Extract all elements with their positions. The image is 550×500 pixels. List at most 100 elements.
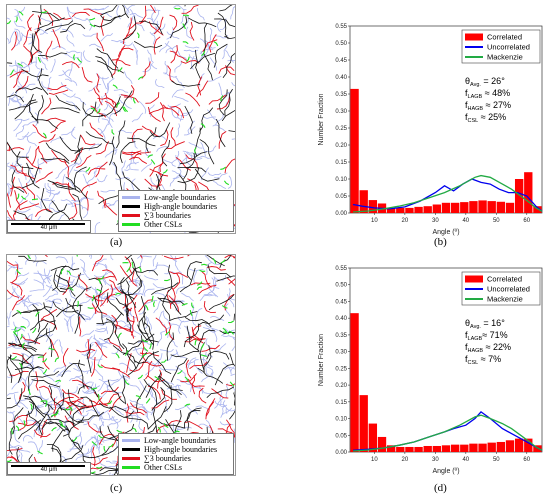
low-angle-boundary-mark [152,135,167,140]
low-angle-boundary-mark [7,325,10,328]
low-angle-boundary-mark [111,39,126,44]
other-csl-boundary-mark [220,166,227,170]
other-csl-boundary-mark [194,147,197,154]
low-angle-boundary-mark [7,410,15,414]
low-angle-boundary-mark [68,61,75,77]
low-angle-boundary-mark [25,255,31,265]
high-angle-boundary-mark [30,33,34,63]
other-csl-boundary-mark [183,14,190,17]
low-angle-boundary-mark [88,43,103,48]
high-angle-boundary-mark [99,402,127,412]
y-tick-label: 0.55 [335,24,347,30]
low-angle-boundary-mark [170,255,178,263]
high-angle-boundary-mark [55,94,81,111]
low-angle-boundary-mark [111,343,121,355]
high-angle-boundary-mark [186,325,200,352]
other-csl-boundary-mark [90,107,97,112]
high-angle-boundary-mark [107,379,125,404]
legend-label: High-angle boundaries [144,445,218,454]
x-tick-label: 20 [402,457,409,463]
stat-value: ≈ 27% [483,100,511,110]
low-angle-boundary-mark [105,199,119,208]
low-angle-boundary-mark [230,366,235,372]
low-angle-boundary-mark [46,411,54,424]
stats-annotation: θAvg. = 26°fLAGB ≈ 48%fHAGB ≈ 27%fCSL ≈ … [465,76,511,124]
y-tick-label: 0.55 [335,266,347,272]
low-angle-boundary-mark [39,57,48,71]
low-angle-boundary-mark [176,108,184,120]
stat-line: fLAGB ≈ 48% [465,88,510,100]
high-angle-boundary-mark [179,151,207,165]
high-angle-boundary-mark [96,48,119,69]
low-angle-boundary-mark [231,337,235,352]
sigma3-boundary-mark [93,87,103,106]
legend-label: Low-angle boundaries [144,436,216,445]
other-csl-boundary-mark [12,331,18,337]
high-angle-boundary-mark [40,158,70,164]
chart-b: 0.00 0.05 0.10 0.15 0.20 0.25 0.30 0.35 0.40 0.45… [310,20,550,245]
stat-symbol: f [465,354,468,364]
low-angle-boundary-mark [66,50,81,54]
other-csl-boundary-mark [54,410,59,416]
low-angle-boundary-mark [156,332,162,347]
low-angle-boundary-mark [94,222,101,233]
low-angle-boundary-mark [174,60,182,73]
high-angle-boundary-mark [50,107,80,114]
low-angle-boundary-mark [8,443,21,453]
low-angle-boundary-mark [214,396,224,409]
low-angle-boundary-mark [85,443,96,455]
panel-label-b: (b) [434,236,447,248]
low-angle-boundary-mark [213,276,217,291]
high-angle-boundary-mark [101,5,118,16]
low-angle-boundary-mark [53,364,67,373]
high-angle-boundary-mark [11,309,41,317]
other-csl-boundary-mark [20,326,27,329]
other-csl-boundary-mark [137,76,144,80]
sigma3-boundary-mark [72,379,89,390]
other-csl-boundary-mark [144,304,149,311]
low-angle-boundary-mark [97,108,101,123]
sigma3-boundary-mark [185,154,198,169]
other-csl-boundary-mark [200,343,205,350]
low-angle-boundary-mark [218,82,224,97]
sigma3-boundary-mark [52,181,71,188]
low-angle-boundary-mark [139,255,143,267]
sigma3-boundary-mark [163,255,184,260]
histogram-bar [496,441,506,452]
sigma3-boundary-mark [37,146,48,164]
low-angle-boundary-mark [45,284,59,294]
other-csl-boundary-mark [174,7,181,10]
low-angle-boundary-mark [203,293,219,298]
sigma3-boundary-mark [96,73,100,93]
high-angle-boundary-mark [34,325,57,345]
low-angle-boundary-mark [51,46,66,50]
sigma3-boundary-mark [78,316,82,337]
low-angle-boundary-mark [166,384,182,390]
sigma3-boundary-mark [188,378,205,387]
other-csl-boundary-mark [157,426,161,433]
low-angle-boundary-mark [15,30,20,45]
other-csl-boundary-mark [31,198,39,201]
other-csl-boundary-mark [136,32,140,39]
high-angle-boundary-mark [27,322,49,344]
low-angle-boundary-mark [10,87,20,100]
low-angle-boundary-mark [207,258,221,265]
legend-swatch [122,466,140,469]
low-angle-boundary-mark [9,445,24,450]
sigma3-boundary-mark [117,47,134,57]
other-csl-boundary-mark [16,309,22,315]
low-angle-boundary-mark [225,303,231,317]
legend-swatch [122,223,140,226]
other-csl-boundary-mark [213,41,219,47]
low-angle-boundary-mark [100,293,106,307]
other-csl-boundary-mark [117,332,122,338]
high-angle-boundary-mark [38,5,42,26]
high-angle-boundary-mark [122,16,137,41]
histogram-bar [368,200,378,213]
high-angle-boundary-mark [219,5,233,12]
low-angle-boundary-mark [207,172,222,176]
low-angle-boundary-mark [127,382,141,391]
high-angle-boundary-mark [163,385,173,413]
sigma3-boundary-mark [180,373,197,383]
series-correlated [350,313,542,452]
